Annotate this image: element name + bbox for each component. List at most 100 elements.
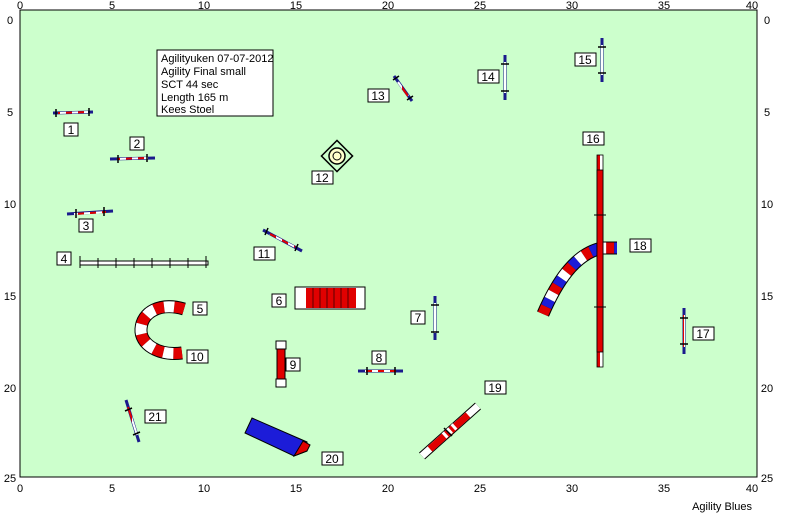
x-tick-label: 20 [382, 0, 394, 12]
number-label-9: 9 [285, 357, 301, 372]
y-tick-label: 15 [761, 291, 773, 303]
x-tick-label: 40 [746, 483, 758, 495]
y-tick-label: 10 [761, 199, 773, 211]
y-tick-label: 25 [4, 473, 16, 485]
svg-text:19: 19 [488, 381, 502, 395]
info-judge: Kees Stoel [161, 104, 214, 116]
svg-text:7: 7 [415, 311, 422, 325]
x-tick-label: 25 [474, 0, 486, 12]
info-length: Length 165 m [161, 92, 228, 104]
number-label-20: 20 [321, 451, 344, 466]
y-tick-label: 10 [4, 199, 16, 211]
number-label-10: 10 [186, 349, 209, 364]
svg-text:9: 9 [290, 358, 297, 372]
svg-text:18: 18 [633, 239, 647, 253]
y-tick-label: 0 [764, 15, 770, 27]
y-tick-label: 25 [761, 473, 773, 485]
svg-text:13: 13 [371, 89, 385, 103]
panel-9 [275, 340, 287, 388]
hurdle-2 [109, 154, 156, 163]
hurdle-7 [431, 296, 439, 340]
number-label-16: 16 [582, 131, 605, 146]
seesaw-19 [419, 402, 481, 460]
svg-text:2: 2 [134, 137, 141, 151]
number-label-3: 3 [78, 218, 94, 233]
x-tick-label: 40 [746, 0, 758, 12]
number-label-2: 2 [129, 136, 145, 151]
x-tick-label: 15 [290, 483, 302, 495]
info-sct: SCT 44 sec [161, 79, 219, 91]
svg-text:17: 17 [696, 327, 710, 341]
number-label-1: 1 [63, 122, 79, 137]
svg-text:10: 10 [190, 350, 204, 364]
number-label-7: 7 [410, 310, 426, 325]
tunnel-6 [294, 286, 366, 310]
x-axis-top: 0 5 10 15 20 25 30 35 40 [17, 0, 758, 12]
x-tick-label: 0 [17, 483, 23, 495]
y-tick-label: 15 [4, 291, 16, 303]
x-tick-label: 10 [198, 0, 210, 12]
hurdle-14 [501, 55, 509, 100]
svg-text:16: 16 [586, 132, 600, 146]
x-tick-label: 30 [566, 0, 578, 12]
info-event: Agilityuken 07-07-2012 [161, 53, 274, 65]
number-label-8: 8 [371, 350, 387, 365]
x-tick-label: 5 [109, 0, 115, 12]
svg-text:5: 5 [197, 302, 204, 316]
y-tick-label: 20 [761, 383, 773, 395]
hurdle-13 [392, 75, 414, 102]
hurdle-1 [52, 108, 94, 117]
number-label-17: 17 [692, 326, 715, 341]
number-label-6: 6 [271, 293, 287, 308]
course-info-box: Agilityuken 07-07-2012 Agility Final sma… [156, 49, 274, 117]
svg-text:12: 12 [315, 171, 329, 185]
number-label-12: 12 [311, 170, 334, 185]
number-label-21: 21 [144, 409, 167, 424]
hurdle-21 [124, 399, 141, 443]
number-label-19: 19 [484, 380, 507, 395]
x-tick-label: 35 [658, 0, 670, 12]
x-tick-label: 25 [474, 483, 486, 495]
x-tick-label: 0 [17, 0, 23, 12]
x-tick-label: 20 [382, 483, 394, 495]
svg-text:14: 14 [481, 70, 495, 84]
number-label-13: 13 [367, 88, 390, 103]
dog-walk-16 [594, 154, 606, 368]
y-tick-label: 5 [764, 107, 770, 119]
svg-text:11: 11 [258, 247, 271, 261]
svg-text:3: 3 [83, 219, 90, 233]
number-label-14: 14 [477, 69, 500, 84]
y-tick-label: 5 [7, 107, 13, 119]
number-label-5: 5 [192, 301, 208, 316]
x-tick-label: 5 [109, 483, 115, 495]
footer-credit: Agility Blues [692, 501, 752, 513]
svg-text:21: 21 [148, 410, 162, 424]
x-tick-label: 30 [566, 483, 578, 495]
svg-text:8: 8 [376, 351, 383, 365]
x-tick-label: 15 [290, 0, 302, 12]
x-axis-bottom: 0 5 10 15 20 25 30 35 40 [17, 483, 758, 495]
y-axis-left: 0 5 10 15 20 25 [4, 15, 16, 485]
y-axis-right: 0 5 10 15 20 25 [761, 15, 773, 485]
hurdle-8 [358, 367, 403, 375]
long-jump-4 [79, 256, 209, 268]
info-class: Agility Final small [161, 66, 246, 78]
hurdle-11 [262, 227, 303, 253]
svg-text:1: 1 [68, 123, 75, 137]
number-label-15: 15 [574, 52, 597, 67]
curved-tunnel-5-10 [134, 300, 186, 360]
x-tick-label: 10 [198, 483, 210, 495]
svg-text:6: 6 [276, 294, 283, 308]
y-tick-label: 20 [4, 383, 16, 395]
svg-text:15: 15 [578, 53, 592, 67]
number-label-18: 18 [629, 238, 652, 253]
tyre-12 [320, 139, 354, 173]
number-label-11: 11 [253, 246, 276, 261]
y-tick-label: 0 [7, 15, 13, 27]
x-tick-label: 35 [658, 483, 670, 495]
svg-text:20: 20 [325, 452, 339, 466]
hurdle-17 [680, 308, 688, 354]
chute-20 [244, 417, 311, 457]
hurdle-15 [598, 38, 606, 82]
